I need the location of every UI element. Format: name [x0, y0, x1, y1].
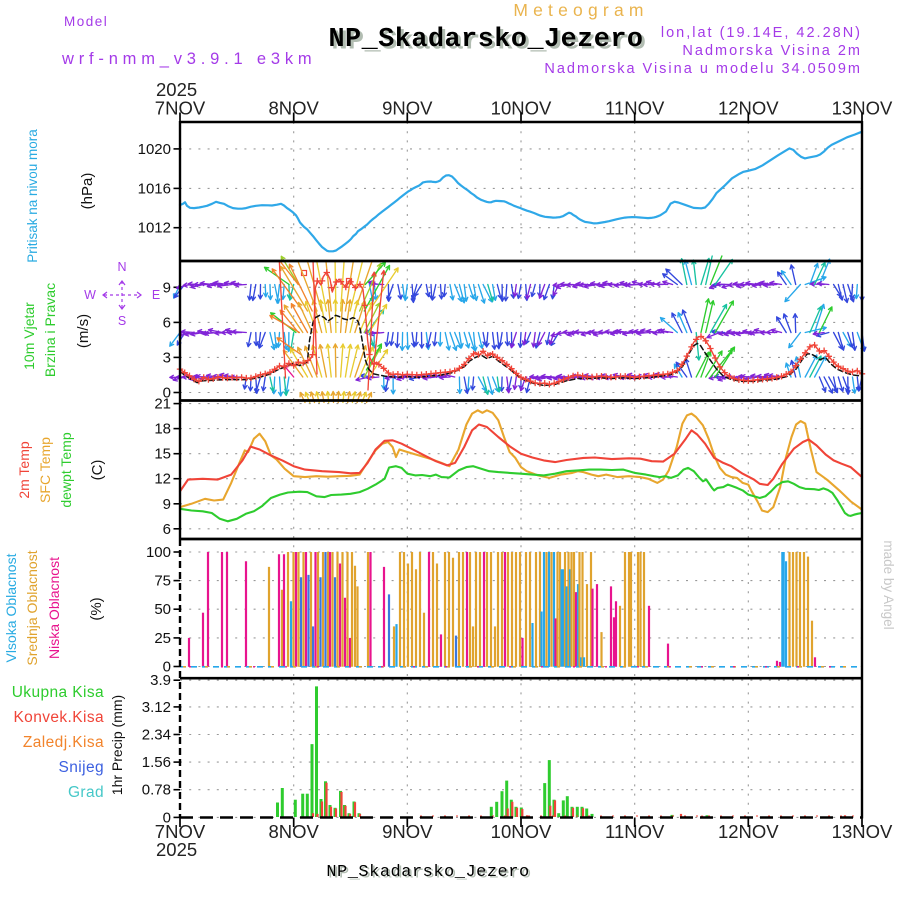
- svg-text:0: 0: [163, 659, 171, 676]
- svg-text:18: 18: [154, 421, 171, 438]
- svg-text:15: 15: [154, 446, 171, 463]
- svg-text:E: E: [152, 288, 160, 302]
- svg-text:13NOV: 13NOV: [832, 98, 893, 119]
- svg-text:NP_Skadarsko_Jezero: NP_Skadarsko_Jezero: [328, 865, 531, 884]
- svg-text:3: 3: [163, 349, 171, 366]
- svg-text:9: 9: [163, 496, 171, 513]
- svg-text:13NOV: 13NOV: [832, 821, 893, 842]
- svg-text:Niska Oblacnost: Niska Oblacnost: [46, 557, 62, 659]
- svg-text:wrf-nmm_v3.9.1 e3km: wrf-nmm_v3.9.1 e3km: [61, 50, 316, 68]
- svg-text:lon,lat (19.14E, 42.28N): lon,lat (19.14E, 42.28N): [661, 25, 862, 41]
- svg-text:(hPa): (hPa): [79, 173, 96, 210]
- svg-text:50: 50: [154, 601, 171, 618]
- svg-text:12NOV: 12NOV: [718, 821, 779, 842]
- svg-text:1012: 1012: [138, 220, 171, 237]
- svg-text:2025: 2025: [156, 839, 197, 860]
- svg-text:made by Angel: made by Angel: [881, 540, 896, 629]
- svg-text:(%): (%): [88, 597, 105, 620]
- svg-text:1.56: 1.56: [142, 754, 171, 771]
- svg-text:Ukupna Kisa: Ukupna Kisa: [12, 684, 104, 701]
- svg-text:12NOV: 12NOV: [718, 98, 779, 119]
- svg-text:6: 6: [163, 521, 171, 538]
- svg-text:dewpt Temp: dewpt Temp: [58, 432, 74, 507]
- svg-text:8NOV: 8NOV: [269, 98, 320, 119]
- svg-text:1hr Precip (mm): 1hr Precip (mm): [109, 695, 125, 795]
- svg-text:3.12: 3.12: [142, 699, 171, 716]
- svg-text:100: 100: [146, 544, 171, 561]
- svg-text:11NOV: 11NOV: [605, 821, 665, 842]
- svg-text:S: S: [118, 314, 126, 328]
- svg-text:10NOV: 10NOV: [491, 98, 552, 119]
- svg-text:1016: 1016: [138, 180, 171, 197]
- svg-text:0: 0: [163, 809, 171, 826]
- svg-text:2.34: 2.34: [142, 727, 171, 744]
- svg-text:Model: Model: [64, 14, 108, 29]
- svg-text:7NOV: 7NOV: [155, 821, 206, 842]
- svg-text:Nadmorska Visina 2m: Nadmorska Visina 2m: [682, 43, 862, 59]
- svg-text:21: 21: [154, 396, 171, 413]
- svg-text:Pritisak na nivou mora: Pritisak na nivou mora: [25, 129, 40, 263]
- svg-text:0.78: 0.78: [142, 782, 171, 799]
- svg-text:Nadmorska Visina u modelu 34.0: Nadmorska Visina u modelu 34.0509m: [544, 61, 862, 77]
- svg-text:Srednja Oblacnost: Srednja Oblacnost: [24, 550, 40, 665]
- svg-text:12: 12: [154, 471, 171, 488]
- svg-text:NP_Skadarsko_Jezero: NP_Skadarsko_Jezero: [328, 25, 643, 55]
- svg-text:2025: 2025: [156, 79, 197, 100]
- svg-text:8NOV: 8NOV: [269, 821, 320, 842]
- svg-text:9NOV: 9NOV: [382, 98, 433, 119]
- svg-text:1020: 1020: [138, 141, 171, 158]
- svg-text:10NOV: 10NOV: [491, 821, 552, 842]
- svg-text:0: 0: [163, 385, 171, 402]
- svg-text:11NOV: 11NOV: [605, 98, 665, 119]
- svg-text:Meteogram: Meteogram: [513, 0, 648, 20]
- svg-text:Zaledj.Kisa: Zaledj.Kisa: [23, 734, 104, 751]
- svg-text:Konvek.Kisa: Konvek.Kisa: [13, 709, 104, 726]
- svg-text:7NOV: 7NOV: [155, 98, 206, 119]
- svg-text:Grad: Grad: [68, 784, 104, 801]
- svg-text:NP_Skadarsko_Jezero: NP_Skadarsko_Jezero: [331, 28, 646, 58]
- svg-text:6: 6: [163, 314, 171, 331]
- svg-text:3.9: 3.9: [150, 672, 171, 689]
- svg-text:Snijeg: Snijeg: [59, 759, 105, 776]
- svg-text:(C): (C): [89, 460, 106, 481]
- svg-text:SFC Temp: SFC Temp: [37, 437, 53, 503]
- svg-text:Brzina i Pravac: Brzina i Pravac: [42, 283, 58, 377]
- svg-text:75: 75: [154, 573, 171, 590]
- svg-text:N: N: [117, 260, 126, 274]
- svg-text:NP_Skadarsko_Jezero: NP_Skadarsko_Jezero: [326, 863, 529, 882]
- svg-text:9NOV: 9NOV: [382, 821, 433, 842]
- svg-text:W: W: [84, 288, 96, 302]
- svg-text:9: 9: [163, 279, 171, 296]
- svg-text:Vlsoka Oblacnost: Vlsoka Oblacnost: [3, 553, 19, 662]
- svg-text:(m/s): (m/s): [75, 314, 92, 348]
- svg-text:10m Vjetar: 10m Vjetar: [21, 302, 37, 370]
- svg-text:25: 25: [154, 630, 171, 647]
- svg-text:2m Temp: 2m Temp: [16, 441, 32, 499]
